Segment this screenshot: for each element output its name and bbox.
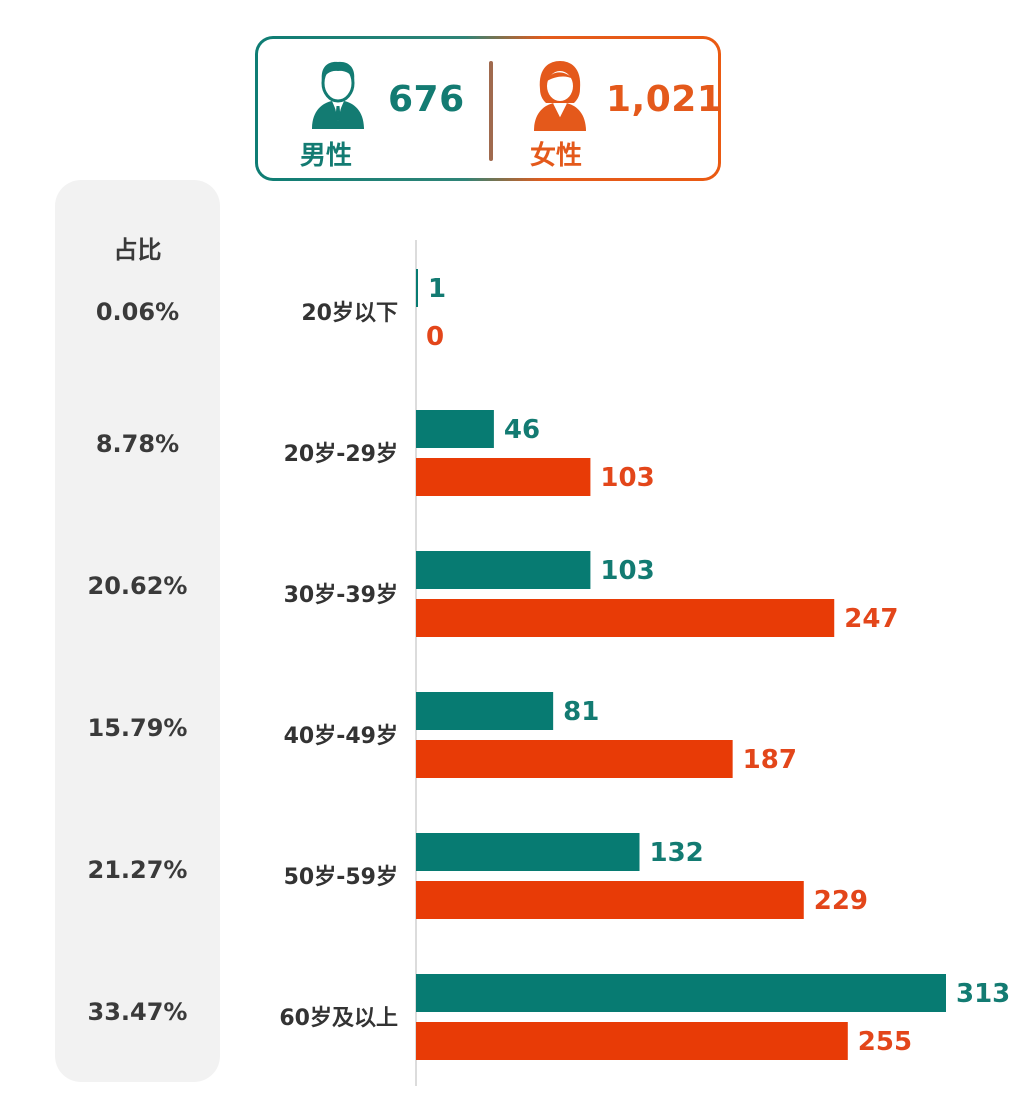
- man-avatar-icon: [308, 59, 368, 129]
- share-value: 21.27%: [87, 856, 188, 884]
- category-label: 30岁-39岁: [284, 582, 398, 608]
- share-panel: 占比 0.06% 8.78% 20.62% 15.79% 21.27% 33.4…: [55, 180, 220, 1082]
- female-count: 1,021: [606, 79, 723, 120]
- bar-male: [416, 410, 494, 448]
- share-value: 8.78%: [95, 430, 180, 458]
- category-label: 40岁-49岁: [284, 723, 398, 749]
- bar-male: [416, 974, 946, 1012]
- value-label-female: 229: [814, 886, 868, 916]
- share-title: 占比: [113, 236, 162, 264]
- value-label-female: 103: [600, 463, 654, 493]
- bar-female: [416, 1022, 848, 1060]
- value-label-male: 46: [504, 415, 540, 445]
- share-value: 0.06%: [95, 298, 180, 326]
- share-value: 15.79%: [87, 714, 188, 742]
- category-label: 60岁及以上: [279, 1005, 398, 1031]
- value-label-male: 81: [563, 697, 599, 727]
- value-label-male: 1: [428, 274, 446, 304]
- bar-female: [416, 740, 733, 778]
- value-label-male: 103: [600, 556, 654, 586]
- value-label-female: 187: [743, 745, 797, 775]
- value-label-female: 255: [858, 1027, 912, 1057]
- male-count: 676: [388, 79, 465, 120]
- value-label-male: 132: [650, 838, 704, 868]
- category-label: 50岁-59岁: [284, 864, 398, 890]
- male-label: 男性: [300, 141, 353, 171]
- female-label: 女性: [530, 141, 583, 171]
- summary-divider: [489, 61, 493, 161]
- bar-female: [416, 458, 591, 496]
- bar-male: [416, 551, 591, 589]
- bar-male: [416, 269, 418, 307]
- value-label-male: 313: [956, 979, 1010, 1009]
- bar-male: [416, 692, 554, 730]
- value-label-female: 247: [844, 604, 898, 634]
- bar-male: [416, 833, 640, 871]
- bar-female: [416, 881, 804, 919]
- value-label-female: 0: [426, 322, 444, 352]
- category-label: 20岁以下: [301, 300, 398, 326]
- category-label: 20岁-29岁: [284, 441, 398, 467]
- share-value: 20.62%: [87, 572, 188, 600]
- gender-summary-box: 676 男性 1,021 女性: [255, 36, 723, 181]
- woman-avatar-icon: [530, 59, 590, 131]
- bar-female: [416, 599, 835, 637]
- share-value: 33.47%: [87, 998, 188, 1026]
